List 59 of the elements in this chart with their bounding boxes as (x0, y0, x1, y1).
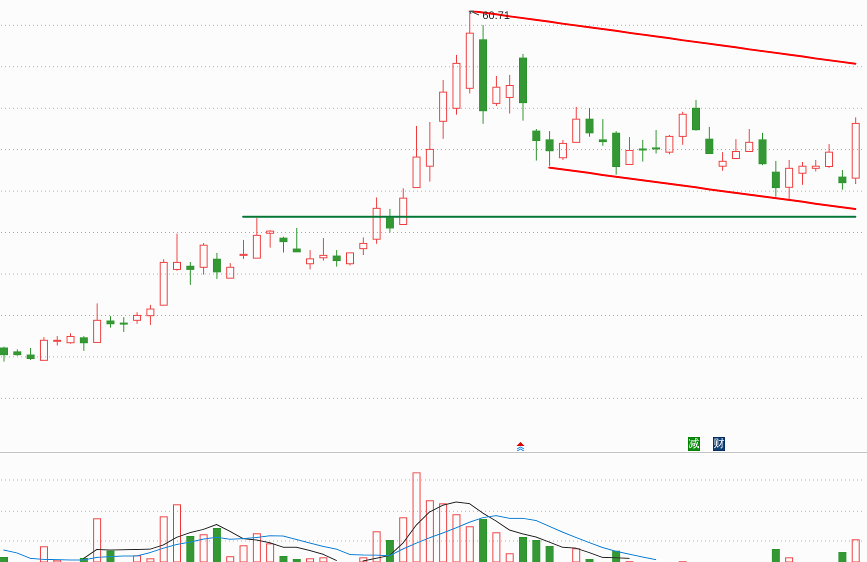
bar (359, 557, 368, 562)
bar (146, 558, 154, 562)
bar (372, 531, 381, 562)
bar (93, 518, 102, 562)
bar (133, 555, 142, 562)
bar (266, 543, 274, 562)
bar (838, 552, 846, 562)
bar (519, 536, 527, 562)
bar (492, 532, 500, 562)
candlestick (439, 79, 448, 140)
text: 减 (688, 437, 700, 451)
bar (439, 503, 448, 562)
candlestick (479, 24, 488, 124)
candlestick (838, 170, 846, 190)
bar (252, 533, 261, 562)
bar (0, 556, 8, 562)
bar (852, 539, 860, 562)
candlestick (359, 236, 368, 256)
candlestick (426, 121, 434, 182)
bar (160, 516, 168, 562)
candlestick (718, 152, 727, 172)
candlestick (372, 196, 381, 244)
bar (40, 546, 48, 562)
bar (226, 556, 234, 562)
candlestick (506, 74, 514, 114)
candlestick (306, 250, 314, 270)
candlestick (638, 139, 647, 162)
bar (240, 545, 248, 562)
bar (506, 553, 514, 562)
bar (772, 548, 780, 562)
bar (785, 557, 794, 562)
bar (586, 559, 594, 562)
candlestick (772, 160, 780, 198)
bar (292, 559, 301, 562)
candlestick (120, 316, 128, 332)
text: 财 (713, 437, 725, 451)
candlestick (332, 250, 341, 268)
bar (399, 517, 408, 562)
bar (452, 514, 460, 562)
bar (212, 528, 221, 562)
candlestick (546, 130, 554, 166)
bar (279, 556, 288, 562)
bar (186, 536, 194, 562)
bar (386, 540, 394, 562)
bar (479, 519, 488, 562)
bar (546, 546, 554, 562)
bar (106, 550, 114, 562)
candlestick (785, 159, 794, 200)
bar (532, 540, 540, 562)
bar (466, 526, 474, 562)
candlestick (598, 118, 607, 146)
bar (200, 534, 208, 562)
bar (572, 548, 580, 562)
bar (173, 504, 181, 562)
bar (306, 558, 314, 562)
bar (412, 472, 421, 562)
candlestick (852, 116, 860, 185)
bar (426, 500, 434, 562)
bar (319, 557, 328, 562)
